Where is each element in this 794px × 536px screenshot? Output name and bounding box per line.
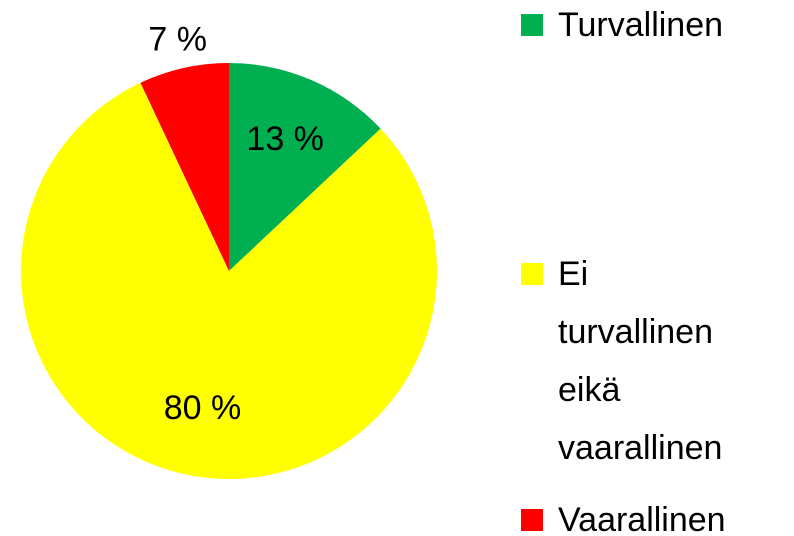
legend-item: Turvallinen xyxy=(521,5,723,45)
legend-label: Ei turvallinen eikä vaarallinen xyxy=(558,255,723,467)
pie-slice xyxy=(21,82,438,480)
pie-slice xyxy=(140,63,229,271)
legend-swatch xyxy=(521,14,543,36)
pie-slice xyxy=(229,63,381,271)
data-label: 7 % xyxy=(148,21,207,59)
legend-label: Vaarallinen xyxy=(558,501,726,536)
data-label: 13 % xyxy=(246,120,324,158)
legend-label: Turvallinen xyxy=(558,6,724,44)
legend-item: Ei turvallinen eikä vaarallinen xyxy=(521,245,722,477)
data-label: 80 % xyxy=(164,389,242,427)
legend-swatch xyxy=(521,263,543,285)
pie-area: 13 % 80 % 7 % xyxy=(21,21,438,480)
legend-swatch xyxy=(521,509,543,531)
legend-item: Vaarallinen xyxy=(521,500,726,536)
